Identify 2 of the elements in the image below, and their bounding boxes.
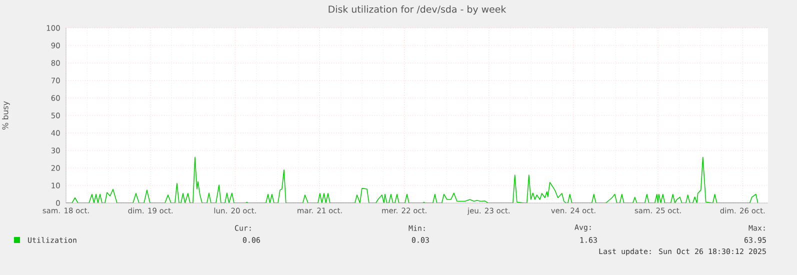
line-series (66, 156, 758, 203)
chart-title: Disk utilization for /dev/sda - by week (328, 5, 506, 15)
